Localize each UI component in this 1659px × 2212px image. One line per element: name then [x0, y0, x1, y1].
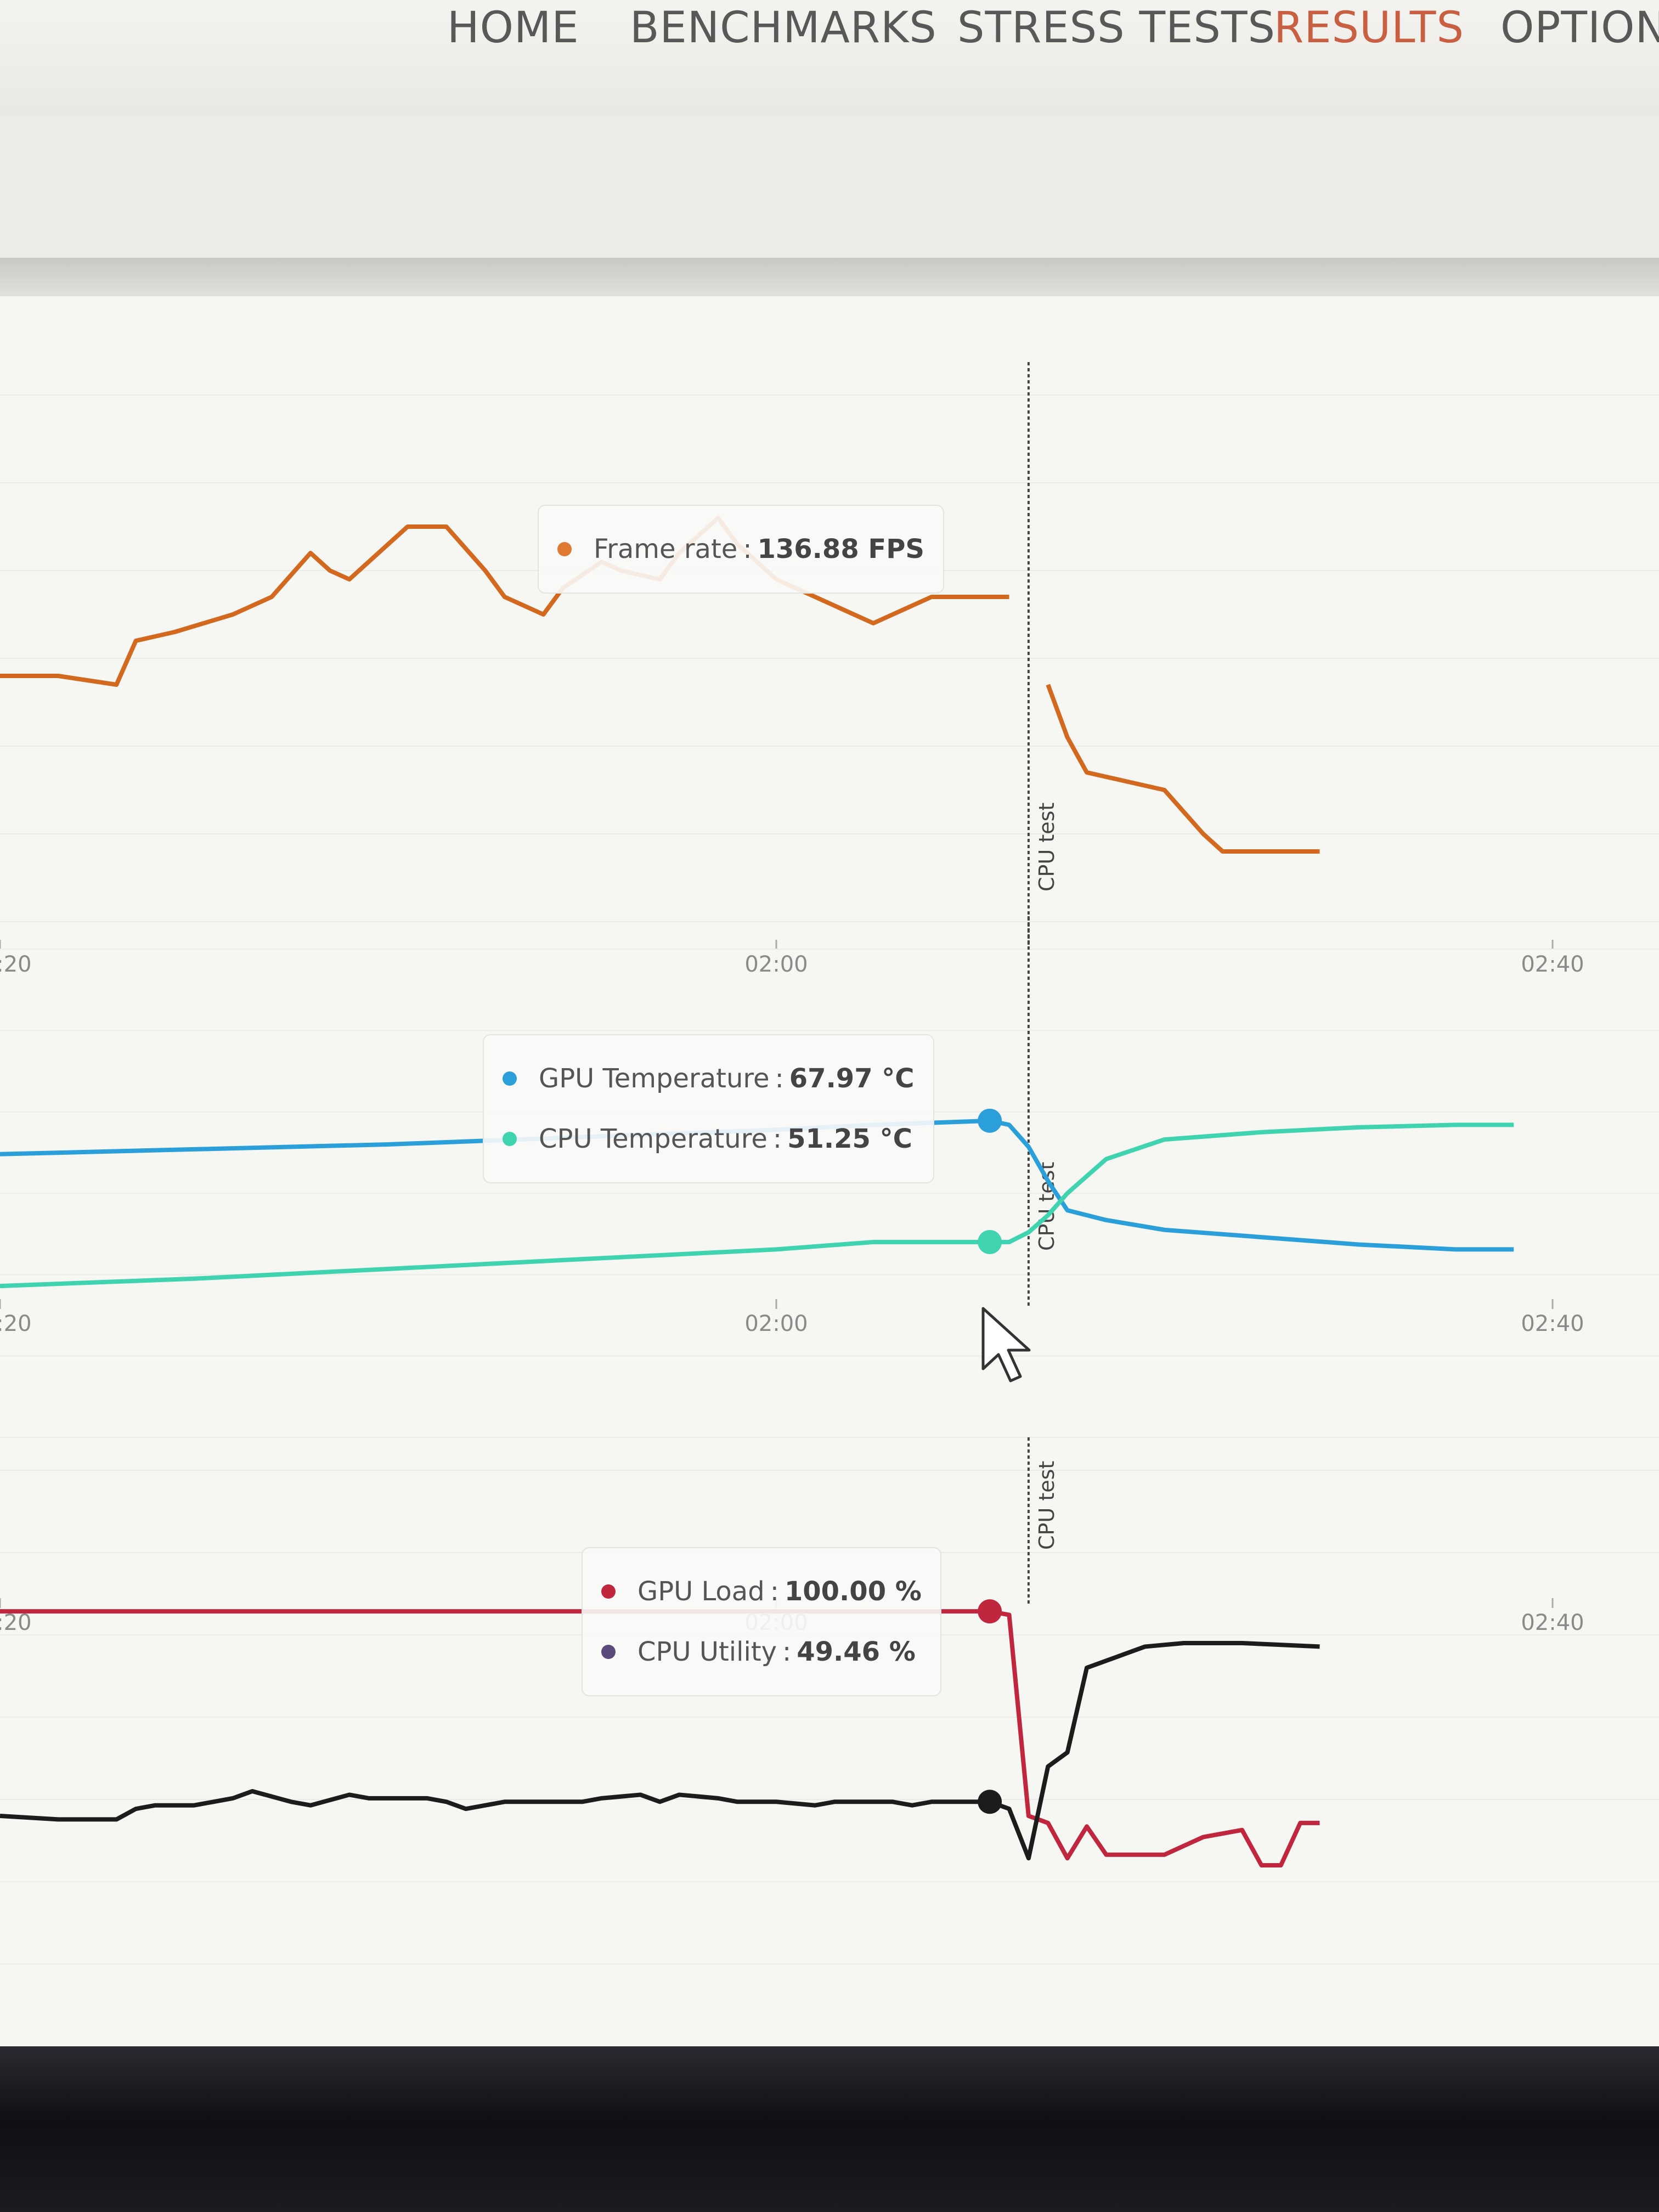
tooltip-colon: : [775, 1063, 784, 1094]
hover-point-gpu-load [978, 1599, 1002, 1624]
tooltip-series-name: Frame rate [594, 534, 738, 565]
nav-item-stress-tests[interactable]: STRESS TESTS [957, 3, 1276, 53]
hover-point-cpu-utility [978, 1790, 1002, 1814]
top-navigation-bar: HOME BENCHMARKS STRESS TESTS RESULTS OPT… [0, 0, 1659, 115]
gpu-temperature-dot-icon [503, 1071, 517, 1086]
cpu-temperature-dot-icon [503, 1132, 517, 1146]
series-line-frame-rate-after [1046, 684, 1320, 854]
hover-point-gpu-temperature [978, 1108, 1002, 1133]
series-line-cpu-utility [0, 1641, 1320, 1861]
tooltip-row: CPU Temperature : 51.25 °C [503, 1109, 915, 1169]
series-line-cpu-temperature [0, 1122, 1514, 1289]
x-tick-label: 02:40 [1521, 1311, 1584, 1336]
tooltip-row: GPU Temperature : 67.97 °C [503, 1048, 915, 1109]
x-tick-label: 02:40 [1521, 1610, 1584, 1635]
tooltip-series-name: GPU Load [637, 1576, 765, 1607]
hover-point-cpu-temperature [978, 1230, 1002, 1254]
tooltip-row: Frame rate : 136.88 FPS [557, 519, 924, 579]
x-tick-label: 01:20 [0, 1610, 32, 1635]
nav-item-home[interactable]: HOME [447, 3, 579, 53]
nav-item-options[interactable]: OPTIONS [1500, 3, 1659, 53]
cpu-test-marker-label: CPU test [1035, 803, 1059, 891]
mouse-cursor-icon [981, 1307, 1031, 1383]
tooltip-series-value: 67.97 °C [789, 1063, 915, 1094]
gpu-load-dot-icon [601, 1584, 616, 1599]
x-tick-label: 02:00 [744, 1311, 808, 1336]
x-tick-label: 02:00 [744, 952, 808, 977]
series-line-frame-rate [0, 516, 1009, 687]
tooltip-colon: : [782, 1637, 792, 1667]
header-shadow [0, 258, 1659, 302]
temperature-tooltip: GPU Temperature : 67.97 °C CPU Temperatu… [483, 1034, 934, 1183]
frame-rate-dot-icon [557, 542, 572, 556]
cpu-test-marker-label: CPU test [1035, 1461, 1059, 1550]
monitor-bezel [0, 2046, 1659, 2212]
tooltip-series-name: CPU Temperature [539, 1124, 768, 1154]
tooltip-series-value: 49.46 % [797, 1637, 916, 1667]
tooltip-colon: : [743, 534, 752, 565]
cpu-utility-dot-icon [601, 1645, 616, 1659]
x-tick-label: 01:20 [0, 952, 32, 977]
tooltip-colon: : [770, 1576, 779, 1607]
nav-item-results[interactable]: RESULTS [1274, 3, 1464, 53]
x-tick-label: 02:40 [1521, 952, 1584, 977]
tooltip-series-value: 136.88 FPS [757, 534, 924, 565]
tooltip-series-value: 51.25 °C [787, 1124, 912, 1154]
nav-item-benchmarks[interactable]: BENCHMARKS [630, 3, 937, 53]
frame-rate-tooltip: Frame rate : 136.88 FPS [538, 505, 944, 594]
tooltip-row: CPU Utility : 49.46 % [601, 1622, 922, 1682]
tooltip-colon: : [772, 1124, 782, 1154]
load-tooltip: GPU Load : 100.00 % CPU Utility : 49.46 … [582, 1547, 941, 1696]
x-tick-label: 01:20 [0, 1311, 32, 1336]
tooltip-series-name: CPU Utility [637, 1637, 777, 1667]
tooltip-series-name: GPU Temperature [539, 1063, 770, 1094]
tooltip-series-value: 100.00 % [784, 1576, 922, 1607]
results-charts-area: 01:20 02:00 02:40 CPU test 01:20 02:00 02:40 CP… [0, 296, 1659, 2046]
tooltip-row: GPU Load : 100.00 % [601, 1561, 922, 1622]
results-charts-svg: 01:20 02:00 02:40 CPU test 01:20 02:00 02:40 CP… [0, 362, 1659, 1965]
